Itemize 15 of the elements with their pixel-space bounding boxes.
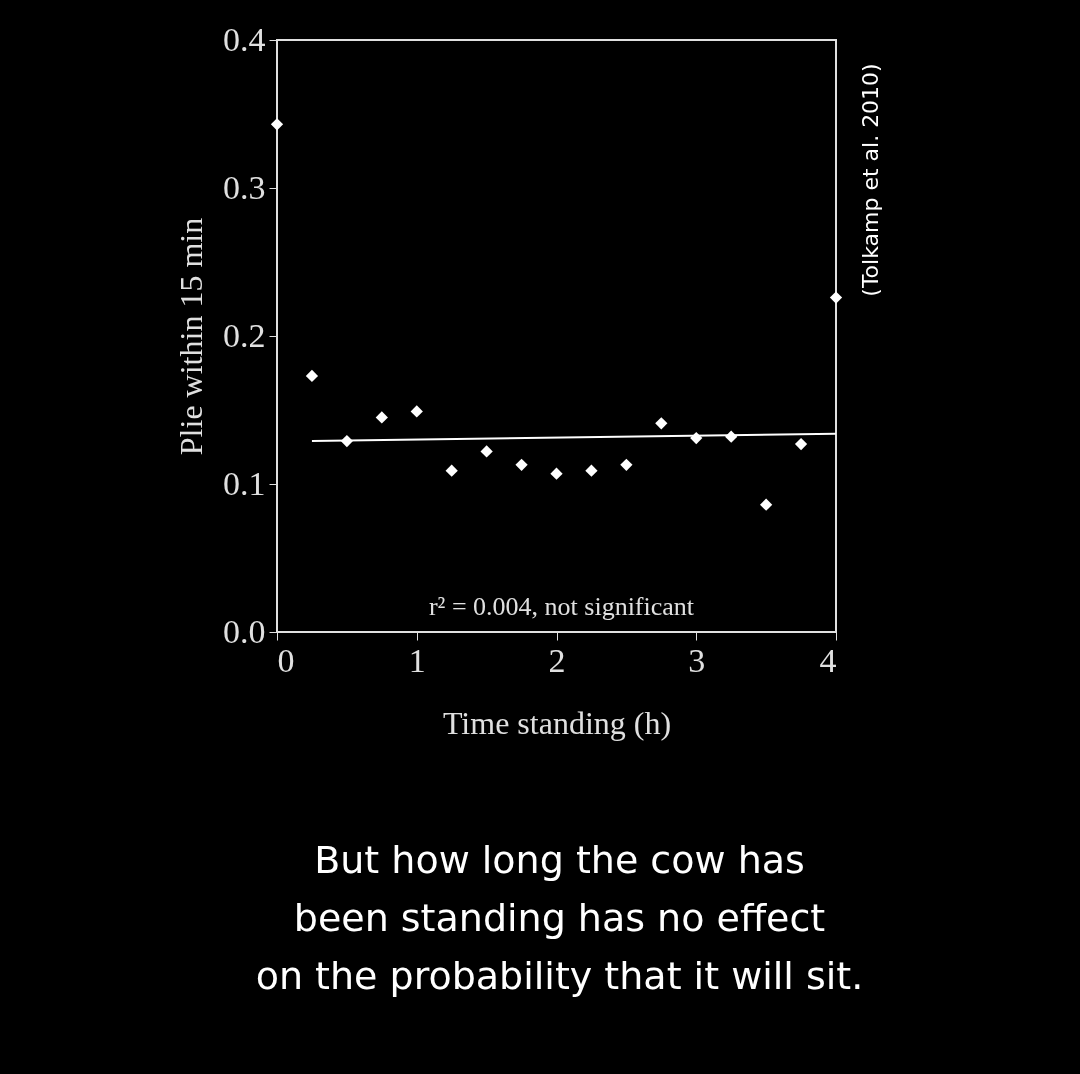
text: (Tolkamp et al. 2010) <box>858 63 883 297</box>
y-tick-label: 0.1 <box>223 464 266 502</box>
x-tick-label: 0 <box>277 641 295 679</box>
y-tick-label: 0.0 <box>223 612 266 650</box>
y-tick-label: 0.2 <box>223 316 266 354</box>
text: But how long the cow has been standing has no effect on the probability that it will sit. <box>255 838 864 998</box>
x-tick-label: 2 <box>548 641 566 679</box>
x-axis-title: Time standing (h) <box>442 704 672 741</box>
x-tick-label: 1 <box>408 641 426 679</box>
x-tick-label: 4 <box>819 641 837 679</box>
y-tick-label: 0.3 <box>223 168 266 206</box>
y-tick-label: 0.4 <box>223 20 266 58</box>
y-axis-title: Plie within 15 min <box>173 217 209 456</box>
x-tick-label: 3 <box>688 641 706 679</box>
annotation: r² = 0.004, not significant <box>428 592 695 621</box>
